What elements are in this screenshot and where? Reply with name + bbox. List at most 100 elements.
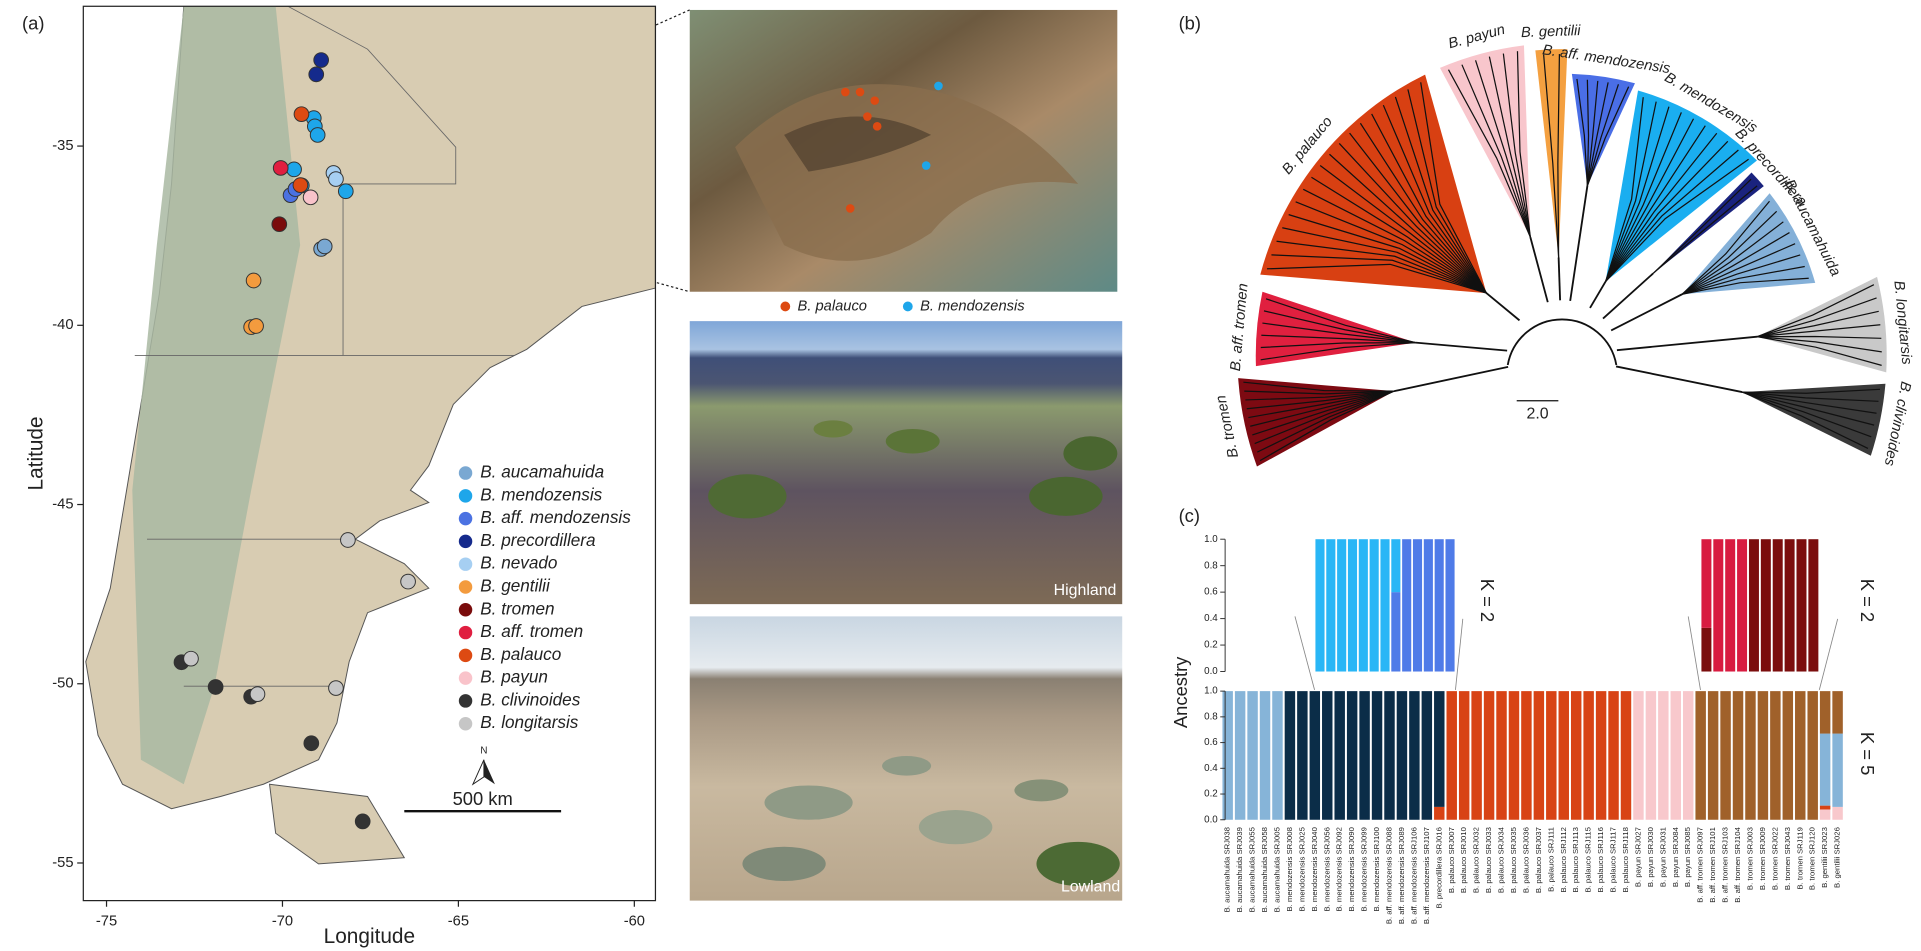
bar-segment <box>1820 806 1830 810</box>
bar-segment <box>1422 691 1432 820</box>
point <box>272 217 287 232</box>
clade <box>1757 277 1887 373</box>
legend-marker <box>459 580 472 593</box>
sample-label: B. mendozensis SRJ092 <box>1335 827 1344 911</box>
bar-segment <box>1808 539 1818 671</box>
y-tick-label: 0.8 <box>1204 711 1218 722</box>
bar-segment <box>1434 807 1444 820</box>
photo-lowland: Lowland <box>690 616 1122 900</box>
legend-label: B. aucamahuida <box>480 462 604 482</box>
sample-label: B. precordillera SRJ016 <box>1434 827 1443 908</box>
bar-segment <box>1571 691 1581 820</box>
legend-marker <box>780 302 790 312</box>
bar-segment <box>1608 691 1618 820</box>
bar-segment <box>1471 691 1481 820</box>
y-tick-label: 0.8 <box>1204 560 1218 571</box>
legend-label: B. tromen <box>480 598 554 618</box>
clade-label: B. tromen <box>1213 394 1242 460</box>
sample-label: B. aucamahuida SRJ039 <box>1235 827 1244 912</box>
bar-segment <box>1372 691 1382 820</box>
bar-segment <box>1459 691 1469 820</box>
branch <box>1394 367 1508 391</box>
bar-segment <box>1509 691 1519 820</box>
sample-label: B. palauco SRJ116 <box>1596 827 1605 892</box>
photo-terrain <box>690 10 1118 292</box>
y-tick-label: 0.6 <box>1204 587 1218 598</box>
bar-segment <box>1347 691 1357 820</box>
x-axis-label: Longitude <box>324 925 415 948</box>
photo <box>690 321 1122 604</box>
bar-segment <box>1783 691 1793 820</box>
bar-segment <box>1749 539 1759 671</box>
site <box>856 88 865 97</box>
point <box>355 814 370 829</box>
sample-label: B. aff. mendozensis SRJ106 <box>1409 827 1418 924</box>
point <box>287 162 302 177</box>
sample-label: B. palauco SRJ037 <box>1534 827 1543 893</box>
legend-label: B. gentilii <box>480 576 551 596</box>
bar-segment <box>1832 734 1842 807</box>
x-tick-label: -75 <box>96 913 117 929</box>
legend-marker <box>459 512 472 525</box>
sample-label: B. aucamahuida SRJ038 <box>1223 827 1232 912</box>
bar-segment <box>1737 539 1747 671</box>
legend-marker <box>459 717 472 730</box>
legend-label: B. payun <box>480 667 548 687</box>
clade-label: B. gentilii <box>1521 23 1582 41</box>
sample-label: B. aff. tromen SRJ104 <box>1733 826 1742 902</box>
sample-label: B. tromen SRJ120 <box>1808 827 1817 890</box>
legend-marker <box>459 649 472 662</box>
annotation: K = 2 <box>1477 579 1498 622</box>
legend-marker <box>459 535 472 548</box>
sample-label: B. aff. tromen SRJ103 <box>1721 827 1730 903</box>
y-tick-label: 0.4 <box>1204 613 1218 624</box>
sample-label: B. aucamahuida SRJ005 <box>1272 827 1281 912</box>
branch <box>1617 337 1757 351</box>
y-tick-label: -50 <box>52 676 73 692</box>
branch <box>1530 237 1547 302</box>
legend-marker <box>903 302 913 312</box>
shrub <box>764 785 852 819</box>
point <box>310 128 325 143</box>
site <box>863 112 872 121</box>
bar-segment <box>1222 691 1232 820</box>
y-tick-label: 1.0 <box>1204 534 1218 545</box>
legend-label: B. longitarsis <box>480 712 579 732</box>
legend-marker <box>459 626 472 639</box>
bar-segment <box>1701 539 1711 628</box>
bar-segment <box>1708 691 1718 820</box>
bar-segment <box>1260 691 1270 820</box>
sample-label: B. aff. mendozensis SRJ088 <box>1385 827 1394 924</box>
point <box>329 681 344 696</box>
backbone <box>1508 319 1617 365</box>
bar-segment <box>1795 691 1805 820</box>
sample-label: B. mendozensis SRJ056 <box>1322 827 1331 911</box>
y-tick-label: 0.0 <box>1204 814 1218 825</box>
sample-label: B. gentilii SRJ026 <box>1833 827 1842 888</box>
bar-segment <box>1413 539 1422 671</box>
sample-label: B. payun SRJ030 <box>1646 827 1655 887</box>
bar-segment <box>1322 691 1332 820</box>
shrub <box>919 810 993 844</box>
sample-label: B. mendozensis SRJ008 <box>1285 827 1294 911</box>
legend-label: B. nevado <box>480 553 557 573</box>
bar-segment <box>1713 539 1723 671</box>
site <box>841 88 850 97</box>
point <box>250 687 265 702</box>
legend-label: B. aff. mendozensis <box>480 507 631 527</box>
legend-label: B. mendozensis <box>480 484 602 504</box>
bar-segment <box>1334 691 1344 820</box>
bar-segment <box>1534 691 1544 820</box>
y-tick-label: 0.4 <box>1204 763 1218 774</box>
panel-label: (a) <box>22 13 44 34</box>
point <box>293 178 308 193</box>
bar-segment <box>1359 539 1368 671</box>
connector <box>1295 616 1315 690</box>
bar-segment <box>1521 691 1531 820</box>
shrub <box>742 847 825 881</box>
point <box>401 574 416 589</box>
sample-label: B. gentilii SRJ023 <box>1820 827 1829 888</box>
legend-marker <box>459 603 472 616</box>
bar-segment <box>1733 691 1743 820</box>
bar-segment <box>1446 691 1456 820</box>
